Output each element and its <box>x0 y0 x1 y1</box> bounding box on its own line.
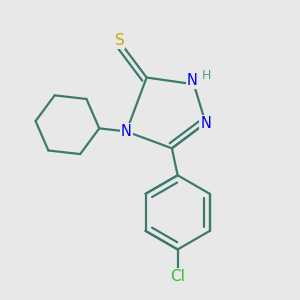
Text: H: H <box>202 69 211 82</box>
Text: N: N <box>200 116 211 130</box>
Text: N: N <box>121 124 132 139</box>
Text: N: N <box>187 74 198 88</box>
Text: Cl: Cl <box>170 269 185 284</box>
Text: S: S <box>115 33 124 48</box>
